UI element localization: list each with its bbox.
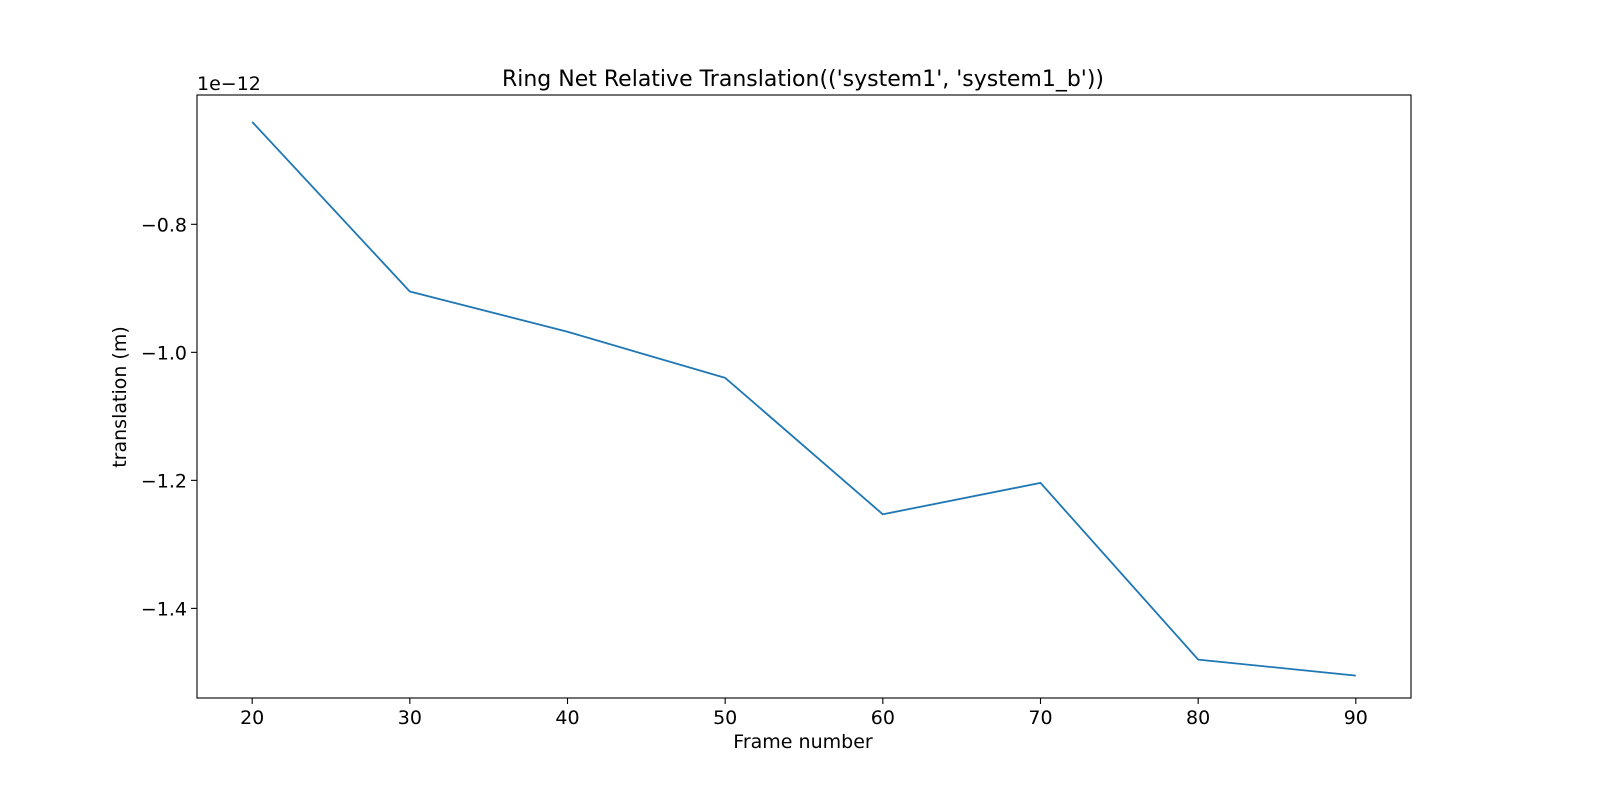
y-tick-label: −1.2: [141, 470, 187, 492]
y-axis-offset-label: 1e−12: [197, 73, 261, 95]
x-tick-label: 20: [240, 707, 264, 729]
y-tick-label: −0.8: [141, 214, 187, 236]
x-tick-label: 80: [1186, 707, 1210, 729]
series-line: [251, 121, 1356, 677]
x-axis-label: Frame number: [733, 731, 873, 753]
x-tick-label: 50: [713, 707, 737, 729]
x-tick-label: 90: [1344, 707, 1368, 729]
x-axis-ticks: 20 30 40 50 60 70 80 90: [240, 698, 1368, 729]
x-tick-label: 30: [398, 707, 422, 729]
y-tick-label: −1.4: [141, 598, 187, 620]
x-tick-label: 40: [555, 707, 579, 729]
plot-area: 20 30 40 50 60 70 80 90 −0.8 −1.0 −1.2 −1.4: [141, 94, 1412, 729]
x-tick-label: 60: [871, 707, 895, 729]
y-axis-ticks: −0.8 −1.0 −1.2 −1.4: [141, 214, 197, 620]
plot-frame: [196, 94, 1412, 699]
x-tick-label: 70: [1028, 707, 1052, 729]
y-tick-label: −1.0: [141, 342, 187, 364]
chart-title: Ring Net Relative Translation(('system1'…: [502, 67, 1104, 92]
y-axis-label: translation (m): [109, 326, 131, 468]
